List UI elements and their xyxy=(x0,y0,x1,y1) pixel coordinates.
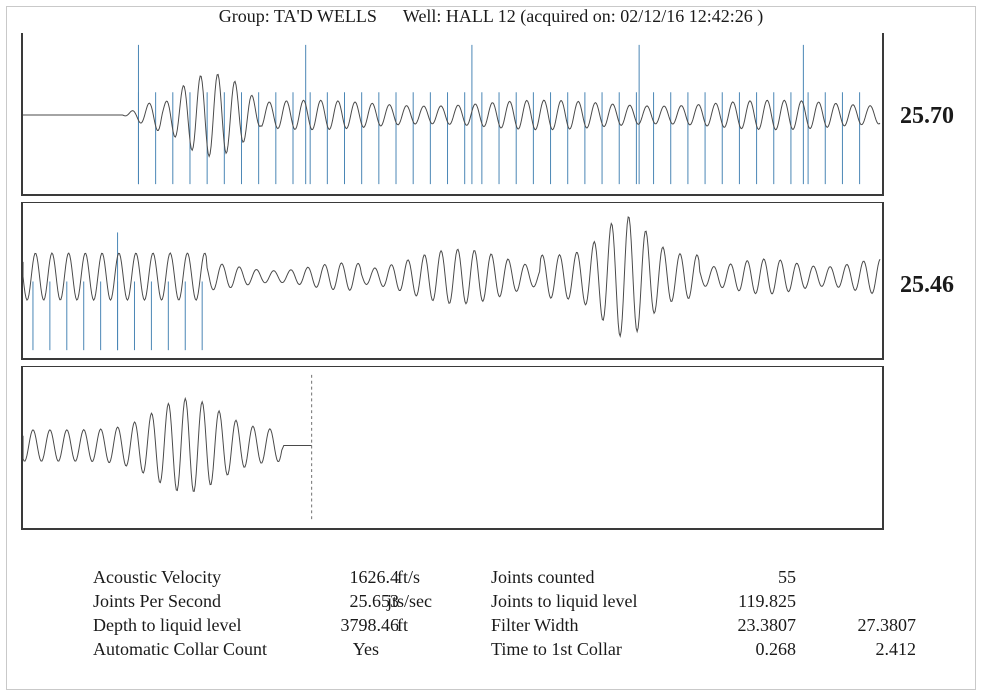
stat-value: 3798.46 xyxy=(340,615,400,635)
stat-value-2: 2.412 xyxy=(875,639,917,659)
acoustic-waveform-3 xyxy=(23,396,312,492)
joints-rate-1: 25.70 xyxy=(900,103,954,129)
joints-rate-2: 25.46 xyxy=(900,272,954,298)
stat-value: 1626.4 xyxy=(349,567,400,587)
stat-label: Time to 1st Collar xyxy=(491,639,622,659)
stat-label: Acoustic Velocity xyxy=(93,567,222,587)
stat-value: 23.3807 xyxy=(737,615,797,635)
stat-value: Yes xyxy=(352,639,379,659)
stat-unit: jts/sec xyxy=(387,591,432,611)
stat-unit: ft xyxy=(397,615,408,635)
acoustic-waveform-2 xyxy=(23,216,881,338)
stat-unit: ft/s xyxy=(397,567,421,587)
stat-label: Joints counted xyxy=(491,567,595,587)
stat-label: Automatic Collar Count xyxy=(93,639,267,659)
stat-label: Joints to liquid level xyxy=(491,591,638,611)
stat-value: 119.825 xyxy=(738,591,796,611)
report-header: Group: TA'D WELLS Well: HALL 12 (acquired… xyxy=(0,6,982,27)
acoustic-trace-panel-2[interactable] xyxy=(21,202,884,360)
acoustic-trace-plot-2 xyxy=(23,216,881,351)
report-frame xyxy=(6,6,976,690)
acoustic-trace-plot-3 xyxy=(23,374,313,520)
stat-value: 0.268 xyxy=(755,639,797,659)
acoustic-trace-plot-1 xyxy=(23,44,881,185)
group-label: Group: TA'D WELLS xyxy=(218,6,377,26)
acoustic-trace-panel-1[interactable] xyxy=(21,33,884,196)
stat-label: Filter Width xyxy=(491,615,579,635)
stat-value-2: 27.3807 xyxy=(857,615,917,635)
stat-label: Depth to liquid level xyxy=(93,615,242,635)
acoustic-waveform-1 xyxy=(23,73,881,158)
stat-value: 25.653 xyxy=(349,591,400,611)
well-label: Well: HALL 12 (acquired on: 02/12/16 12:… xyxy=(402,6,764,26)
stat-label: Joints Per Second xyxy=(93,591,221,611)
stat-value: 55 xyxy=(778,567,796,587)
acoustic-trace-panel-3[interactable] xyxy=(21,366,884,530)
